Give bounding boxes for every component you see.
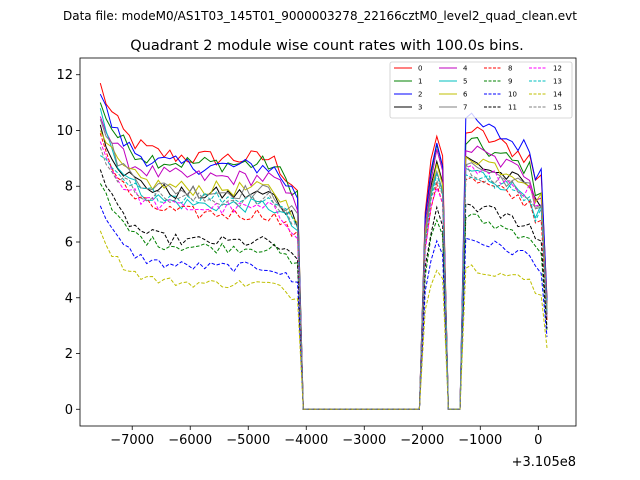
x-offset-label: +3.105e8	[512, 455, 576, 470]
x-tick-label: −6000	[168, 433, 212, 448]
x-axis: −7000 −6000 −5000 −4000 −3000 −2000 −1000 0	[110, 426, 542, 448]
legend-label-1: 1	[418, 78, 422, 86]
x-tick-label: −4000	[284, 433, 328, 448]
legend-label-11: 11	[508, 104, 517, 112]
y-axis: 0 2 4 6 8 10 12	[56, 68, 80, 418]
legend-label-3: 3	[418, 104, 422, 112]
legend-label-8: 8	[508, 65, 512, 73]
legend-label-14: 14	[553, 91, 562, 99]
legend-label-12: 12	[553, 65, 562, 73]
x-tick-label: −2000	[400, 433, 444, 448]
series-line-15	[99, 147, 548, 410]
y-tick-label: 8	[65, 180, 73, 195]
y-tick-label: 0	[65, 403, 73, 418]
y-tick-label: 2	[65, 347, 73, 362]
legend-label-7: 7	[463, 104, 467, 112]
x-tick-label: −3000	[342, 433, 386, 448]
y-tick-label: 4	[65, 291, 73, 306]
legend-frame	[389, 61, 573, 119]
x-tick-label: 0	[534, 433, 542, 448]
legend-label-4: 4	[463, 65, 468, 73]
series-line-11	[99, 169, 548, 410]
legend-label-0: 0	[418, 65, 422, 73]
legend-label-2: 2	[418, 91, 422, 99]
x-tick-label: −7000	[110, 433, 154, 448]
series-line-12	[99, 141, 548, 410]
x-tick-label: −1000	[458, 433, 502, 448]
chart-title: Quadrant 2 module wise count rates with …	[130, 38, 524, 54]
series-line-14	[99, 230, 548, 410]
y-tick-label: 6	[65, 236, 73, 251]
y-tick-label: 12	[56, 68, 73, 83]
figure-suptitle: Data file: modeM0/AS1T03_145T01_90000032…	[63, 9, 577, 23]
legend-label-5: 5	[463, 78, 467, 86]
legend-label-9: 9	[508, 78, 512, 86]
legend-label-15: 15	[553, 104, 562, 112]
y-tick-label: 10	[56, 124, 73, 139]
x-tick-label: −5000	[226, 433, 270, 448]
legend-label-10: 10	[508, 91, 517, 99]
legend-label-6: 6	[463, 91, 468, 99]
plot-lines	[99, 82, 548, 410]
legend-label-13: 13	[553, 78, 562, 86]
